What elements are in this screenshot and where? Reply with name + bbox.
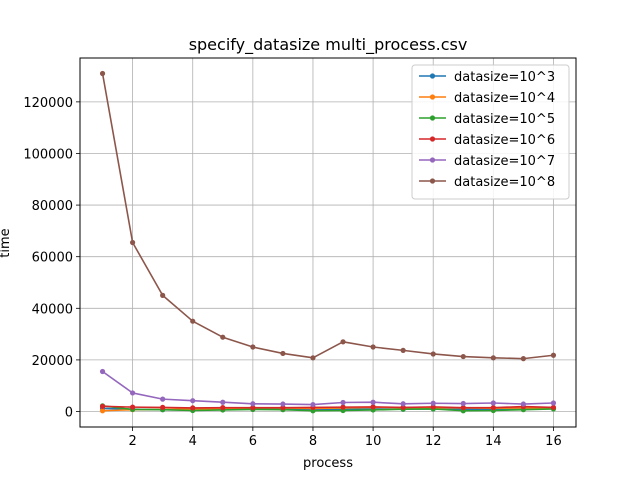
series-6 [99, 70, 557, 362]
x-tick-label: 14 [485, 434, 502, 449]
data-point [130, 239, 136, 246]
data-point [550, 404, 557, 410]
data-point [99, 408, 106, 414]
legend-item: datasize=10^6 [419, 133, 555, 148]
legend-box [411, 64, 570, 200]
x-axis-label: process [303, 456, 353, 471]
data-point [460, 400, 466, 407]
legend-item: datasize=10^7 [419, 154, 555, 169]
data-point [160, 396, 166, 402]
legend-label: datasize=10^5 [454, 112, 555, 127]
data-point [340, 339, 346, 345]
y-tick-label: 60000 [32, 251, 73, 266]
y-axis-label: time [0, 228, 13, 257]
data-point [280, 401, 286, 407]
data-point [520, 401, 526, 407]
data-point [400, 401, 406, 407]
x-tick-label: 10 [365, 434, 382, 449]
legend-marker [429, 136, 436, 142]
data-point [160, 292, 166, 298]
data-point [160, 404, 166, 410]
series-line [102, 370, 554, 406]
data-point [370, 344, 376, 350]
data-point [99, 403, 106, 409]
data-point [130, 404, 136, 410]
legend-marker [429, 115, 436, 121]
data-point [430, 400, 436, 406]
y-tick-label: 40000 [32, 302, 73, 317]
data-point [490, 405, 496, 411]
data-point [370, 399, 376, 405]
series-4 [99, 403, 557, 411]
data-point [190, 398, 196, 404]
data-point [310, 401, 316, 408]
legend-marker [429, 73, 436, 79]
data-point [340, 404, 346, 410]
data-point [430, 351, 436, 357]
legend-item: datasize=10^4 [419, 91, 555, 106]
legend-item: datasize=10^5 [419, 112, 555, 127]
legend: datasize=10^3 datasize=10^4 datasize=10^5 d… [411, 64, 570, 200]
chart-title: specify_datasize multi_process.csv [189, 35, 468, 55]
data-point [190, 405, 196, 411]
data-point [250, 405, 256, 411]
x-tick-label: 6 [249, 434, 257, 449]
legend-marker [429, 178, 436, 184]
y-tick-label: 20000 [32, 354, 73, 369]
data-point [190, 318, 196, 324]
x-tick-label: 12 [425, 434, 442, 449]
data-point [400, 347, 406, 353]
legend-marker [429, 157, 436, 163]
y-tick-label: 100000 [23, 147, 73, 162]
x-axis-ticks: 2 4 6 8 10 12 14 16 [128, 427, 562, 449]
legend-label: datasize=10^8 [454, 175, 555, 190]
data-point [99, 368, 106, 375]
legend-label: datasize=10^4 [454, 91, 555, 106]
series-line [102, 405, 554, 412]
x-tick-label: 4 [189, 434, 197, 449]
data-point [550, 400, 557, 406]
data-point [220, 405, 226, 411]
data-point [250, 401, 256, 407]
legend-item: datasize=10^8 [419, 175, 555, 190]
legend-label: datasize=10^7 [454, 154, 555, 169]
data-point [250, 344, 256, 350]
y-tick-label: 0 [65, 406, 73, 421]
data-point [490, 355, 496, 361]
series-line [101, 73, 554, 360]
data-point [460, 405, 466, 411]
y-tick-label: 80000 [32, 199, 73, 214]
data-point [310, 355, 316, 361]
data-point [400, 404, 406, 410]
data-point [550, 352, 557, 358]
y-axis-ticks: 0 20000 40000 60000 80000 100000 120000 [23, 96, 80, 421]
data-point [520, 356, 526, 362]
x-tick-label: 2 [128, 434, 136, 449]
data-point [130, 390, 136, 396]
series-lines [99, 70, 557, 414]
data-point [220, 334, 226, 340]
data-point [340, 399, 346, 406]
data-point [430, 404, 436, 410]
series-5 [99, 368, 557, 408]
data-point [460, 353, 466, 360]
legend-label: datasize=10^3 [454, 70, 555, 85]
data-point [370, 404, 376, 410]
series-line [102, 405, 554, 409]
data-point [280, 350, 286, 357]
x-tick-label: 16 [545, 434, 562, 449]
legend-label: datasize=10^6 [454, 133, 555, 148]
legend-marker [429, 94, 436, 100]
data-point [220, 399, 226, 405]
y-tick-label: 120000 [23, 96, 73, 111]
data-point [490, 400, 496, 406]
data-point [280, 405, 286, 411]
data-point [99, 70, 106, 77]
x-tick-label: 8 [309, 434, 317, 449]
legend-item: datasize=10^3 [419, 70, 555, 85]
plot-frame [79, 57, 577, 428]
